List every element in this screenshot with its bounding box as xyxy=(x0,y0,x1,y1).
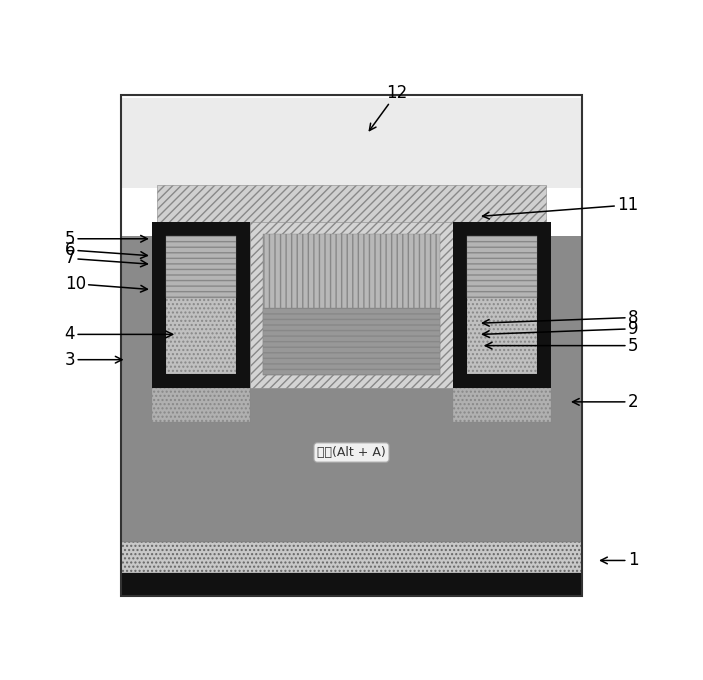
Text: 8: 8 xyxy=(482,309,638,326)
Bar xyxy=(121,95,582,596)
Text: 10: 10 xyxy=(65,275,148,293)
Bar xyxy=(453,388,551,422)
Text: 11: 11 xyxy=(482,196,638,219)
Bar xyxy=(152,222,250,236)
Text: 2: 2 xyxy=(572,393,638,411)
Bar xyxy=(263,235,440,375)
Bar xyxy=(152,388,250,422)
Text: 4: 4 xyxy=(65,325,173,343)
Bar xyxy=(467,236,537,298)
Bar xyxy=(152,374,250,388)
Bar xyxy=(250,222,453,388)
Text: 5: 5 xyxy=(65,230,148,248)
Text: 9: 9 xyxy=(482,320,638,338)
Bar xyxy=(453,222,467,388)
Bar xyxy=(157,186,546,236)
Text: 截图(Alt + A): 截图(Alt + A) xyxy=(317,446,386,459)
Text: 3: 3 xyxy=(65,351,122,369)
Text: 12: 12 xyxy=(369,84,408,131)
Bar xyxy=(121,573,582,596)
Bar xyxy=(121,543,582,573)
Text: 1: 1 xyxy=(600,551,638,569)
Text: 7: 7 xyxy=(65,250,148,267)
Text: 5: 5 xyxy=(485,337,638,355)
Bar xyxy=(467,236,537,374)
Text: 6: 6 xyxy=(65,241,148,259)
Bar xyxy=(236,222,250,388)
Bar xyxy=(263,307,440,375)
Bar xyxy=(453,222,551,236)
Bar xyxy=(121,98,582,188)
Bar xyxy=(121,236,582,543)
Bar xyxy=(166,236,236,374)
Bar xyxy=(152,222,166,388)
Bar xyxy=(166,236,236,298)
Bar xyxy=(537,222,551,388)
Bar xyxy=(453,374,551,388)
